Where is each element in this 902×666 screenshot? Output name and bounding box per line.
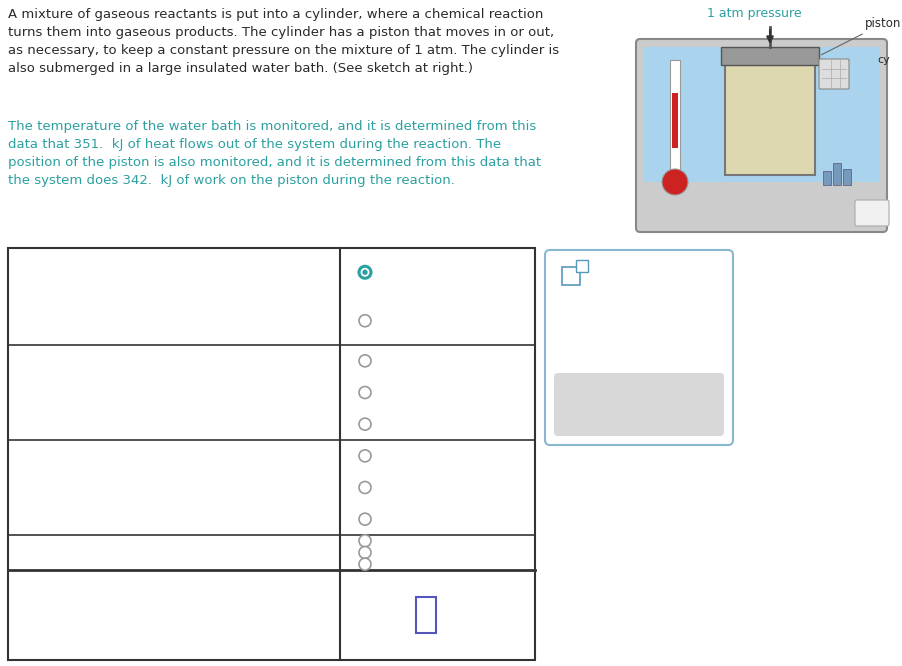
Text: cy: cy <box>877 55 889 65</box>
Text: in: in <box>379 450 391 462</box>
Text: exothermic: exothermic <box>379 266 454 279</box>
Text: A mixture of gaseous reactants is put into a cylinder, where a chemical reaction: A mixture of gaseous reactants is put in… <box>8 8 543 21</box>
Circle shape <box>359 547 371 559</box>
Text: also submerged in a large insulated water bath. (See sketch at right.): also submerged in a large insulated wate… <box>8 62 473 75</box>
Bar <box>8 248 535 660</box>
Text: the system does 342.  kJ of work on the piston during the reaction.: the system does 342. kJ of work on the p… <box>8 174 455 187</box>
Text: ↺: ↺ <box>630 394 649 414</box>
Circle shape <box>359 450 371 462</box>
Text: number of significant digits.: number of significant digits. <box>18 625 206 637</box>
Text: endothermic: endothermic <box>379 314 464 327</box>
Bar <box>672 93 678 148</box>
Circle shape <box>359 482 371 494</box>
FancyBboxPatch shape <box>819 59 849 89</box>
Text: neither: neither <box>379 557 427 571</box>
Bar <box>644 47 879 182</box>
Text: Does the temperature of the water bath go up or: Does the temperature of the water bath g… <box>18 378 346 391</box>
FancyBboxPatch shape <box>855 200 889 226</box>
Text: gases: gases <box>752 119 788 132</box>
Text: The temperature of the water bath is monitored, and it is determined from this: The temperature of the water bath is mon… <box>8 120 537 133</box>
Text: How much energy does the reaction absorb or: How much energy does the reaction absorb… <box>18 593 328 605</box>
Text: neither: neither <box>379 513 427 525</box>
Text: Does the reaction absorb or release energy?: Does the reaction absorb or release ener… <box>18 546 315 559</box>
Text: Is the reaction exothermic or endothermic?: Is the reaction exothermic or endothermi… <box>18 290 307 303</box>
Bar <box>721 47 819 65</box>
Text: position of the piston is also monitored, and it is determined from this data th: position of the piston is also monitored… <box>8 156 541 169</box>
Bar <box>670 60 680 170</box>
Text: down?: down? <box>18 394 60 407</box>
Bar <box>833 163 841 185</box>
Circle shape <box>359 558 371 570</box>
Circle shape <box>359 386 371 398</box>
FancyBboxPatch shape <box>545 250 733 445</box>
Text: Does the piston move in or out?: Does the piston move in or out? <box>18 481 232 494</box>
Bar <box>416 597 436 633</box>
Bar <box>843 169 851 185</box>
Bar <box>576 260 588 272</box>
Circle shape <box>359 355 371 367</box>
Circle shape <box>359 418 371 430</box>
Text: turns them into gaseous products. The cylinder has a piston that moves in or out: turns them into gaseous products. The cy… <box>8 26 554 39</box>
Text: out: out <box>379 481 400 494</box>
Text: Ar: Ar <box>866 205 878 215</box>
FancyBboxPatch shape <box>554 373 724 436</box>
Text: data that 351.  kJ of heat flows out of the system during the reaction. The: data that 351. kJ of heat flows out of t… <box>8 138 502 151</box>
Text: absorb: absorb <box>379 534 425 547</box>
Circle shape <box>363 270 368 275</box>
Text: up: up <box>379 354 396 368</box>
Bar <box>725 65 815 175</box>
FancyBboxPatch shape <box>636 39 887 232</box>
Circle shape <box>662 169 688 195</box>
Bar <box>823 171 831 185</box>
Circle shape <box>359 315 371 327</box>
Circle shape <box>359 266 371 278</box>
Text: neither: neither <box>379 418 427 431</box>
Text: down: down <box>379 386 415 399</box>
Text: x10: x10 <box>586 271 607 281</box>
Text: ×: × <box>575 394 594 414</box>
Text: kJ: kJ <box>441 609 453 621</box>
Circle shape <box>359 535 371 547</box>
Text: release: release <box>379 546 428 559</box>
Text: release? Be sure your answer has the correct: release? Be sure your answer has the cor… <box>18 609 320 621</box>
Bar <box>562 267 580 285</box>
Text: 1 atm pressure: 1 atm pressure <box>707 7 802 20</box>
Text: as necessary, to keep a constant pressure on the mixture of 1 atm. The cylinder : as necessary, to keep a constant pressur… <box>8 44 559 57</box>
Circle shape <box>359 513 371 525</box>
Text: ?: ? <box>687 394 699 414</box>
Text: piston: piston <box>822 17 901 55</box>
